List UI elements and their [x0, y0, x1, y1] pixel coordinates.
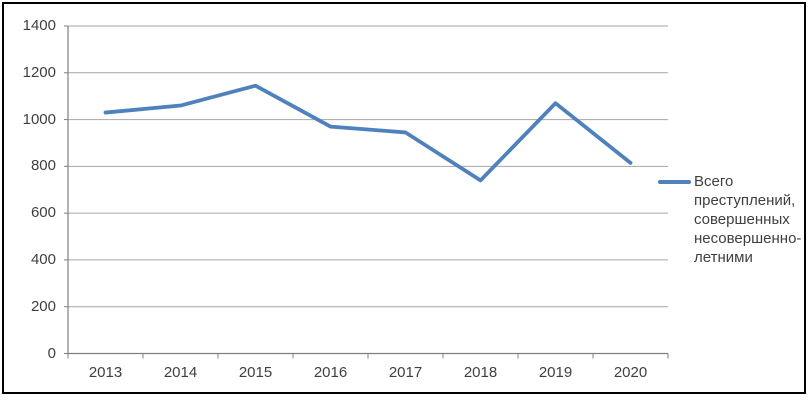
legend-line-marker [658, 180, 691, 184]
y-axis-tick-label: 1200 [22, 63, 56, 81]
x-axis-tick-label: 2013 [88, 364, 123, 381]
legend: Всего преступлений, совершенных несоверш… [658, 172, 806, 267]
x-axis-tick-label: 2017 [388, 364, 423, 381]
axis-lines [67, 26, 668, 355]
y-axis-tick-label: 200 [30, 297, 56, 315]
y-axis-tick-label: 1000 [22, 110, 56, 128]
gridlines [68, 25, 668, 308]
x-axis-tick-label: 2015 [238, 364, 273, 381]
series-lines [103, 83, 633, 183]
x-axis-tick-label: 2020 [613, 364, 648, 381]
x-axis-tick-label: 2018 [463, 364, 498, 381]
y-axis-tick-label: 800 [30, 157, 56, 175]
series-line-total-crimes [103, 83, 633, 183]
y-axis-tick-label: 600 [30, 204, 56, 222]
y-axis-tick-label: 400 [30, 250, 56, 268]
x-axis-tick-label: 2014 [163, 364, 198, 381]
axis-ticks [64, 25, 669, 359]
x-axis-tick-label: 2019 [538, 364, 573, 381]
chart-frame [2, 2, 806, 394]
y-axis-tick-label: 1400 [22, 17, 56, 34]
x-axis-tick-label: 2016 [313, 364, 348, 381]
y-axis-tick-label: 0 [47, 344, 56, 362]
legend-label: Всего преступлений, совершенных несоверш… [694, 173, 802, 266]
